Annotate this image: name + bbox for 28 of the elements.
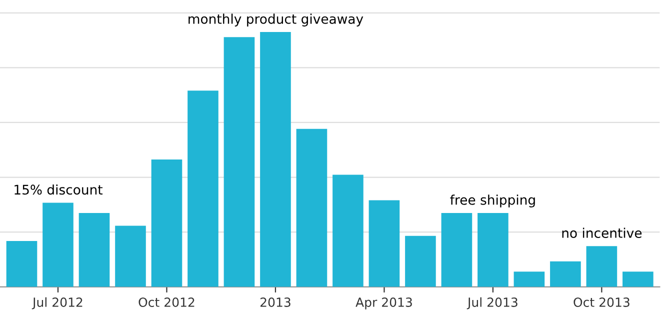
- bar: [188, 90, 218, 287]
- bar: [368, 200, 400, 287]
- x-tick-label: Oct 2013: [574, 298, 630, 307]
- bar: [550, 261, 581, 287]
- bar: [115, 226, 146, 287]
- bar: [332, 174, 364, 287]
- x-tick-label: 2013: [260, 298, 290, 307]
- bar: [78, 212, 110, 287]
- bar: [6, 241, 38, 287]
- bar: [224, 37, 255, 287]
- bar: [622, 272, 654, 287]
- bar: [405, 236, 436, 287]
- bar: [441, 212, 472, 287]
- annotation: monthly product giveaway: [188, 14, 364, 26]
- annotation: free shipping: [450, 194, 535, 208]
- bar: [514, 272, 545, 287]
- bar: [478, 212, 508, 287]
- bar: [586, 246, 618, 287]
- bar: [151, 159, 182, 287]
- annotation: 15% discount: [14, 184, 103, 195]
- bar: [296, 128, 328, 287]
- x-tick-label: Jul 2013: [466, 297, 518, 310]
- bar: [42, 202, 74, 287]
- x-tick-label: Apr 2013: [356, 298, 412, 310]
- bar: [260, 32, 291, 287]
- x-tick-label: Jul 2012: [32, 297, 82, 310]
- annotation: no incentive: [562, 228, 642, 238]
- x-tick-label: Oct 2012: [138, 298, 194, 307]
